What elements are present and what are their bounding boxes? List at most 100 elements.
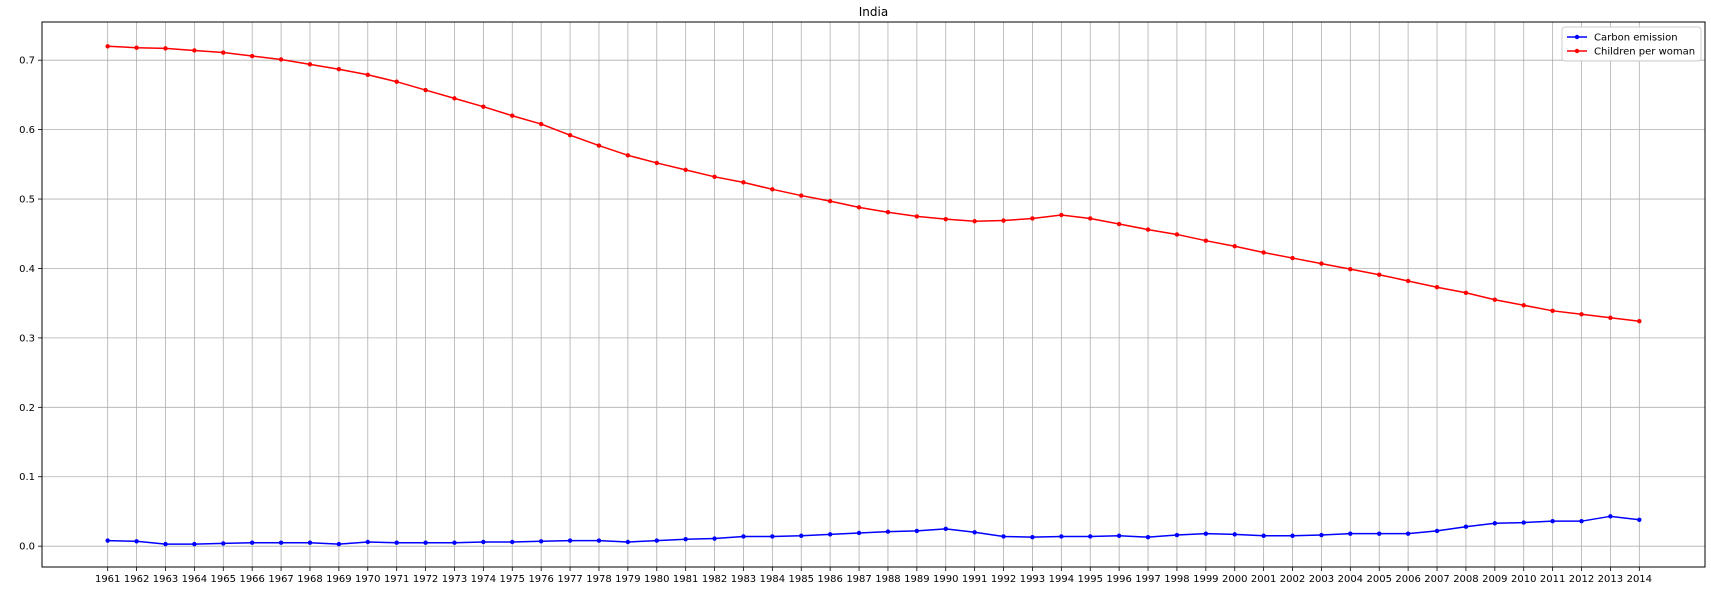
children-per-woman-point [1001, 218, 1006, 223]
carbon-emission-point [1001, 534, 1006, 539]
x-tick-label: 1964 [182, 574, 207, 585]
carbon-emission-point [249, 540, 255, 545]
children-per-woman-point [307, 62, 313, 67]
y-tick-label: 0.3 [19, 333, 35, 344]
children-per-woman-point [1088, 216, 1093, 221]
children-per-woman-point [163, 46, 168, 51]
carbon-emission-point [510, 539, 515, 545]
x-tick-label: 1962 [124, 574, 149, 585]
carbon-emission-point [192, 541, 197, 547]
children-per-woman-point [134, 45, 139, 50]
x-tick-label: 1983 [731, 574, 756, 585]
x-tick-label: 1993 [1020, 574, 1045, 585]
plot-area [41, 21, 1706, 568]
children-per-woman-point [249, 53, 255, 59]
carbon-emission-point [1405, 531, 1411, 536]
children-per-woman-point [1290, 255, 1295, 261]
children-per-woman-point [1463, 290, 1469, 295]
children-per-woman-point [423, 87, 428, 93]
carbon-emission-point [1492, 521, 1498, 526]
children-per-woman-point [1203, 238, 1209, 243]
x-tick-label: 2014 [1627, 574, 1652, 585]
carbon-emission-point [1319, 532, 1324, 538]
y-tick-label: 0.7 [19, 56, 35, 67]
carbon-emission-point [1174, 532, 1180, 538]
children-per-woman-point [365, 72, 370, 77]
children-per-woman-point [625, 153, 631, 158]
y-tick-label: 0.4 [19, 264, 35, 275]
x-tick-label: 1969 [326, 574, 351, 585]
children-per-woman-point [856, 205, 862, 210]
x-tick-label: 1967 [268, 574, 293, 585]
children-per-woman-point [394, 79, 399, 84]
carbon-emission-point [683, 537, 688, 542]
legend-carbon-emission-label: Carbon emission [1594, 33, 1678, 44]
x-tick-label: 1991 [962, 574, 987, 585]
x-tick-label: 2002 [1280, 574, 1305, 585]
children-per-woman-point [1608, 315, 1613, 320]
x-tick-label: 1972 [413, 574, 438, 585]
x-tick-label: 1990 [933, 574, 958, 585]
children-per-woman-point [1174, 232, 1180, 237]
carbon-emission-point [134, 539, 139, 544]
carbon-emission-point [1232, 532, 1237, 537]
x-tick-label: 2012 [1569, 574, 1594, 585]
x-tick-label: 1989 [904, 574, 929, 585]
children-per-woman-point [654, 160, 659, 166]
children-per-woman-point [1232, 244, 1237, 249]
y-tick-label: 0.1 [19, 472, 35, 483]
children-per-woman-point [770, 187, 775, 192]
carbon-emission-line [107, 515, 1640, 545]
grid-lines [42, 22, 1705, 567]
carbon-emission-point [625, 539, 631, 545]
x-tick-label: 1975 [500, 574, 525, 585]
carbon-emission-point [856, 530, 862, 536]
children-per-woman-point [741, 180, 746, 185]
children-per-woman-point [192, 48, 197, 53]
x-tick-label: 1968 [297, 574, 322, 585]
carbon-emission-point [1550, 518, 1555, 524]
axes: 1961 1962 1963 1964 1965 1966 1967 1968 1969 1970… [19, 56, 1652, 585]
carbon-emission-point [105, 538, 110, 543]
carbon-emission-point [365, 539, 370, 545]
y-tick-label: 0.2 [19, 403, 35, 414]
children-per-woman-point [914, 214, 920, 219]
carbon-emission-point [163, 541, 168, 547]
carbon-emission-point [452, 540, 457, 545]
legend: Carbon emission Children per woman [1561, 26, 1702, 62]
children-per-woman-point [1637, 319, 1642, 324]
children-per-woman-point [278, 57, 284, 62]
x-tick-label: 1982 [702, 574, 727, 585]
children-per-woman-point [1348, 266, 1353, 272]
carbon-emission-point [1059, 534, 1064, 539]
x-tick-label: 1986 [817, 574, 842, 585]
carbon-emission-point [394, 540, 399, 545]
children-per-woman-point [1059, 212, 1064, 218]
carbon-emission-point [943, 526, 948, 532]
carbon-emission-point [1579, 518, 1584, 524]
children-per-woman-point [567, 132, 573, 138]
x-tick-label: 1980 [644, 574, 669, 585]
x-tick-label: 1996 [1106, 574, 1131, 585]
carbon-emission-point [1088, 534, 1093, 539]
x-tick-label: 1965 [211, 574, 236, 585]
x-tick-label: 2004 [1338, 574, 1363, 585]
children-per-woman-point [481, 104, 486, 109]
children-per-woman-point [943, 216, 948, 222]
carbon-emission-point [1608, 514, 1613, 519]
children-per-woman-point [510, 113, 515, 118]
x-tick-label: 2001 [1251, 574, 1276, 585]
x-tick-label: 1995 [1078, 574, 1103, 585]
carbon-emission-point [1145, 534, 1151, 540]
x-tick-label: 1987 [846, 574, 871, 585]
carbon-emission-point [1116, 533, 1122, 538]
carbon-emission-point [1377, 531, 1382, 536]
y-tick-label: 0.0 [19, 542, 35, 553]
x-tick-label: 2006 [1395, 574, 1420, 585]
y-tick-label: 0.6 [19, 125, 35, 136]
x-tick-label: 1997 [1135, 574, 1160, 585]
x-tick-label: 2008 [1453, 574, 1478, 585]
children-per-woman-point [105, 44, 110, 49]
x-tick-label: 2011 [1540, 574, 1565, 585]
